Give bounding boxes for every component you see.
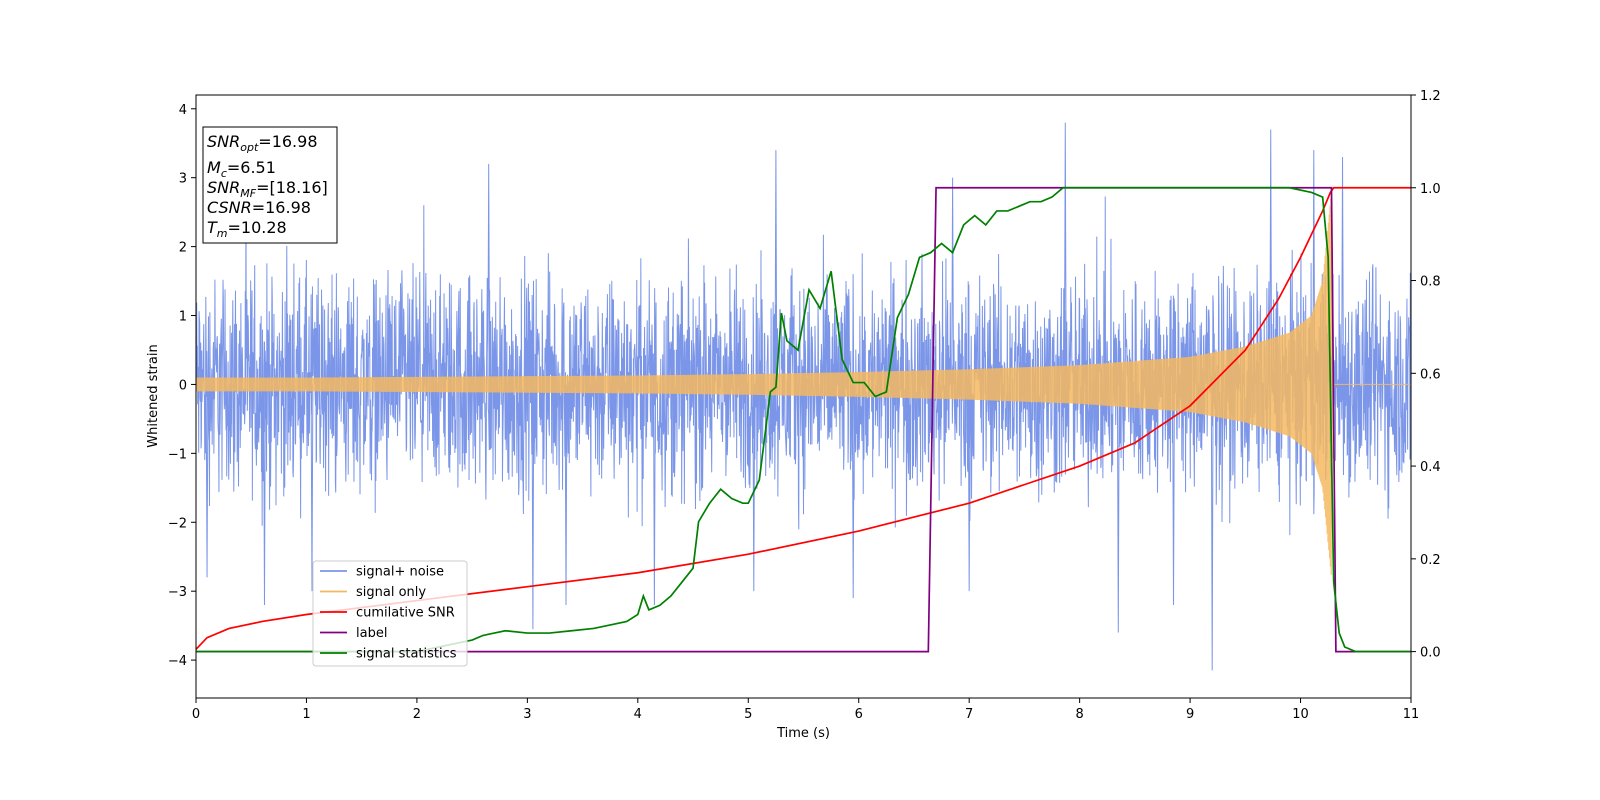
x-axis-title: Time (s) [776, 726, 830, 741]
series-signal-only-line [195, 198, 1411, 575]
annotation-line: Mc=6.51 [207, 158, 276, 180]
legend-label: label [356, 626, 387, 641]
legend-label: signal+ noise [356, 565, 444, 580]
y2-tick-label: 0.4 [1420, 460, 1441, 475]
x-tick-label: 6 [855, 707, 863, 722]
legend-label: signal only [356, 585, 426, 600]
y-tick-label: 0 [179, 378, 187, 393]
y2-tick-label: 0.2 [1420, 553, 1441, 568]
series-signal-statistics-line [196, 186, 1411, 653]
x-tick-label: 4 [634, 707, 642, 722]
x-tick-label: 1 [302, 707, 310, 722]
y2-tick-label: 1.0 [1420, 182, 1441, 197]
series-cumulative-snr-line [195, 186, 1411, 650]
legend-item-cumulative-snr: cumilative SNR [320, 606, 455, 621]
x-tick-label: 3 [523, 707, 531, 722]
x-tick-label: 7 [965, 707, 973, 722]
x-tick-label: 10 [1292, 707, 1309, 722]
y2-tick-label: 0.8 [1420, 275, 1441, 290]
y2-tick-label: 0.6 [1420, 367, 1441, 382]
axes: 0 1 2 3 4 5 6 7 8 9 10 11 −4 −3 −2 −1 0 1 2 3 4 0.0 0.2 0.4 0.6 0… [168, 89, 1441, 722]
legend: signal+ noise signal only cumilative SNR la… [312, 560, 468, 667]
y-tick-label: −3 [168, 585, 187, 600]
y-tick-label: −4 [168, 654, 187, 669]
y-axis-title: Whitened strain [146, 344, 161, 447]
y-tick-label: −2 [168, 516, 187, 531]
legend-label: cumilative SNR [356, 606, 455, 621]
y-tick-label: 4 [179, 103, 187, 118]
x-tick-label: 2 [413, 707, 421, 722]
series-signal-noise-line [195, 122, 1412, 671]
y2-tick-label: 0.0 [1420, 646, 1441, 661]
x-tick-label: 5 [744, 707, 752, 722]
annotation-line: SNRMF=[18.16] [207, 178, 328, 200]
legend-frame [312, 560, 468, 667]
y-tick-label: 1 [179, 310, 187, 325]
legend-item-signal-only: signal only [320, 585, 426, 600]
legend-item-label: label [320, 626, 387, 641]
legend-item-signal-noise: signal+ noise [320, 565, 444, 580]
annotation-line: CSNR=16.98 [207, 198, 311, 217]
y-tick-label: −1 [168, 447, 187, 462]
x-tick-label: 9 [1186, 707, 1194, 722]
axes-frame [195, 94, 1412, 699]
legend-item-signal-statistics: signal statistics [320, 647, 457, 662]
x-tick-label: 11 [1403, 707, 1420, 722]
annotation-box: SNRopt=16.98 Mc=6.51SNRMF=[18.16]CSNR=16.… [202, 126, 338, 244]
plot-area [195, 122, 1412, 671]
y-tick-label: 2 [179, 241, 187, 256]
annotation-line: SNRopt=16.98 [207, 132, 318, 154]
x-tick-label: 0 [192, 707, 200, 722]
legend-label: signal statistics [356, 647, 457, 662]
annotation-frame [202, 126, 338, 244]
y2-tick-label: 1.2 [1420, 89, 1441, 104]
x-tick-label: 8 [1075, 707, 1083, 722]
y-tick-label: 3 [179, 172, 187, 187]
annotation-line: Tm=10.28 [207, 218, 287, 240]
